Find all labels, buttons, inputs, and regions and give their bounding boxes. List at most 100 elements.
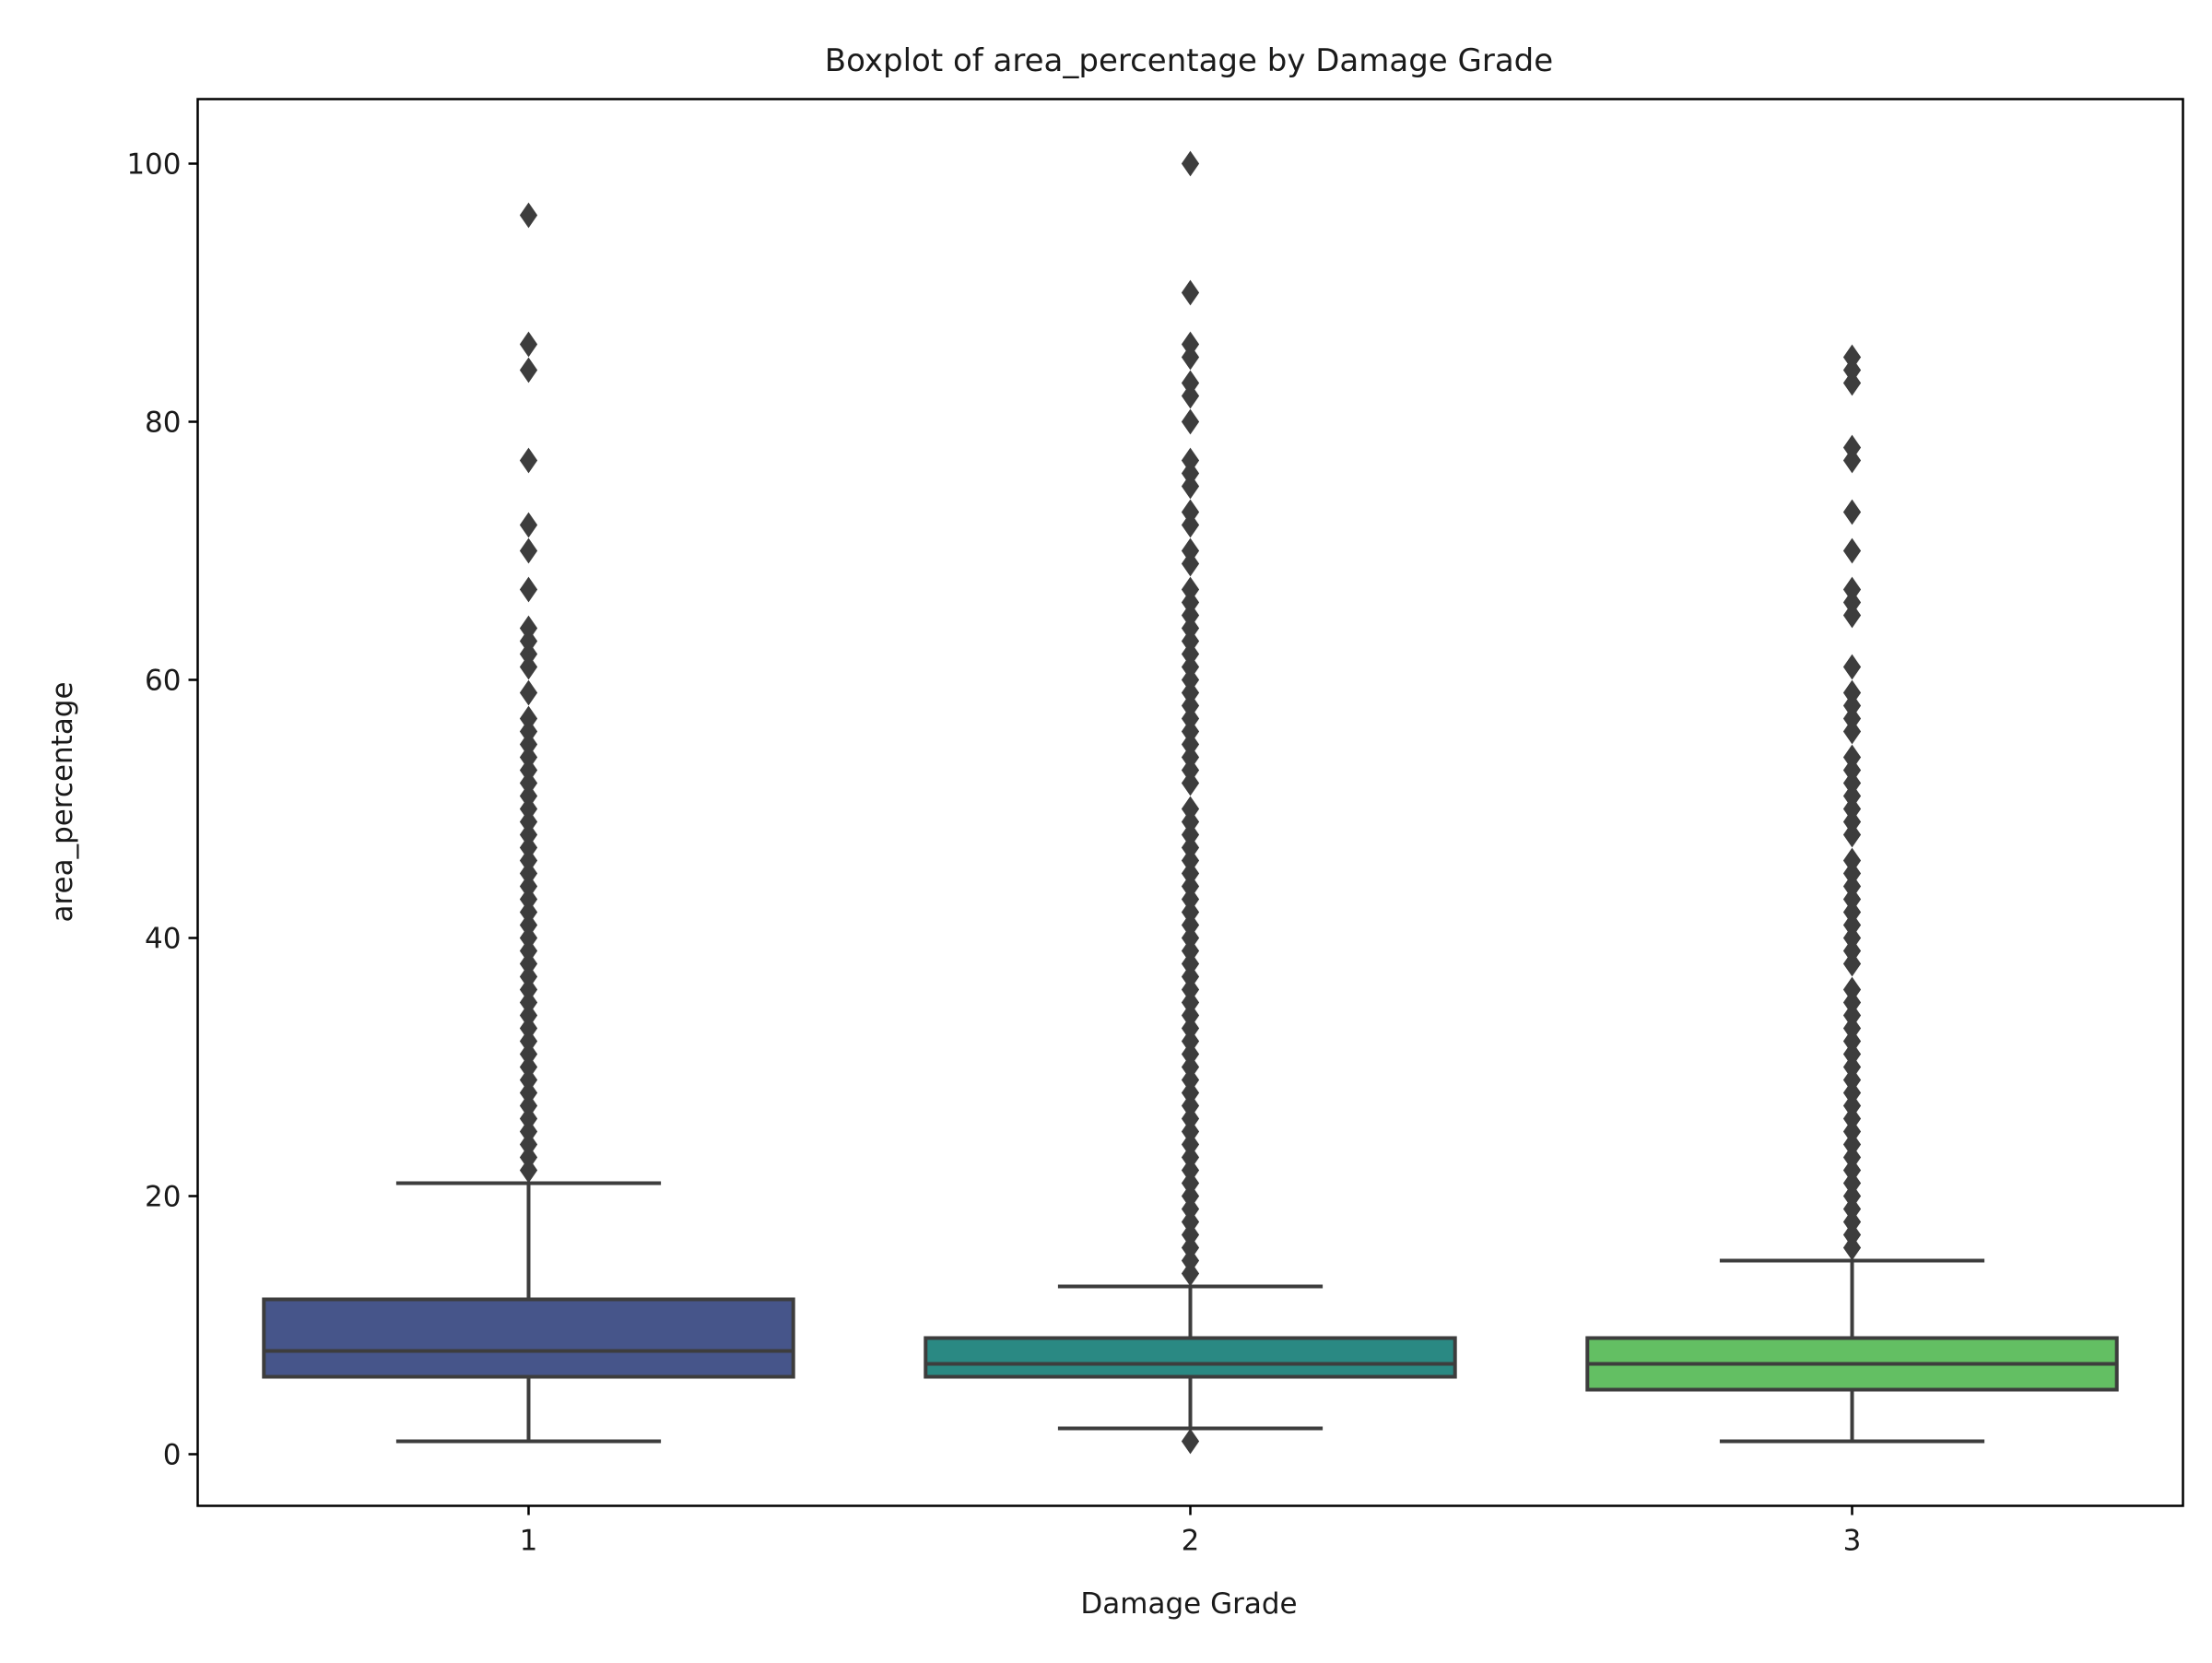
outlier-point <box>1181 1234 1200 1261</box>
outlier-point <box>1842 873 1862 900</box>
outlier-point <box>1842 989 1862 1016</box>
outlier-point <box>1842 796 1862 822</box>
outlier-point <box>519 950 538 977</box>
outlier-point <box>1842 1041 1862 1067</box>
outlier-point <box>1181 1131 1200 1158</box>
outlier-point <box>1181 1428 1200 1455</box>
outlier-point <box>1181 499 1200 525</box>
y-tick-label: 60 <box>145 665 181 698</box>
outlier-point <box>1181 537 1200 564</box>
outlier-point <box>1842 1118 1862 1145</box>
outlier-point <box>1181 602 1200 629</box>
outlier-point <box>519 860 538 887</box>
outlier-point <box>1181 899 1200 926</box>
outlier-point <box>519 770 538 796</box>
outlier-point <box>1181 383 1200 409</box>
outlier-point <box>1181 1054 1200 1080</box>
outlier-point <box>1181 1221 1200 1248</box>
outlier-point <box>1181 344 1200 371</box>
outlier-point <box>1181 576 1200 603</box>
outlier-point <box>1181 808 1200 835</box>
box-group-2 <box>924 150 1457 1455</box>
outlier-point <box>1842 602 1862 629</box>
outlier-point <box>1181 718 1200 745</box>
outlier-point <box>1181 1260 1200 1287</box>
outlier-point <box>1181 1041 1200 1067</box>
outlier-point <box>1842 1079 1862 1106</box>
outlier-point <box>1181 1015 1200 1042</box>
x-tick-label: 3 <box>1843 1525 1862 1558</box>
outlier-point <box>1842 499 1862 525</box>
outlier-point <box>1842 357 1862 383</box>
outlier-point <box>519 873 538 900</box>
outlier-point <box>1181 989 1200 1016</box>
y-tick-label: 40 <box>145 923 181 956</box>
outlier-point <box>1181 460 1200 487</box>
outlier-point <box>519 783 538 809</box>
outlier-point <box>1842 770 1862 796</box>
outlier-point <box>519 1105 538 1132</box>
outlier-point <box>1181 1092 1200 1119</box>
outlier-point <box>1842 1183 1862 1209</box>
outlier-point <box>1842 1105 1862 1132</box>
y-axis-label: area_percentage <box>46 681 79 922</box>
outlier-point <box>519 899 538 926</box>
outlier-point <box>1842 1054 1862 1080</box>
outlier-point <box>1181 834 1200 861</box>
outlier-point <box>1181 615 1200 642</box>
outlier-point <box>1181 679 1200 706</box>
outlier-point <box>519 963 538 990</box>
outlier-point <box>1842 899 1862 926</box>
outlier-point <box>1181 473 1200 500</box>
outlier-point <box>1181 757 1200 784</box>
outlier-point <box>519 1054 538 1080</box>
outlier-point <box>519 202 538 229</box>
outlier-point <box>1181 821 1200 848</box>
iqr-box <box>924 1336 1457 1379</box>
outlier-point <box>519 744 538 771</box>
outlier-point <box>519 654 538 680</box>
outlier-point <box>1842 950 1862 977</box>
outlier-point <box>519 847 538 874</box>
outlier-point <box>519 447 538 474</box>
outlier-point <box>1842 1131 1862 1158</box>
outlier-point <box>1181 925 1200 951</box>
outlier-point <box>1842 679 1862 706</box>
outlier-point <box>1181 1196 1200 1222</box>
outlier-point <box>519 1118 538 1145</box>
outlier-point <box>519 1079 538 1106</box>
outlier-point <box>1842 434 1862 461</box>
outlier-point <box>519 912 538 938</box>
outlier-point <box>519 705 538 732</box>
outlier-point <box>1181 1028 1200 1055</box>
axes: 0 20 40 60 80 100 1 2 3 <box>126 148 1861 1558</box>
outlier-point <box>1181 770 1200 796</box>
outlier-point <box>1842 912 1862 938</box>
outlier-point <box>519 1144 538 1171</box>
outlier-point <box>1181 589 1200 616</box>
outlier-point <box>519 1028 538 1055</box>
outlier-point <box>1181 873 1200 900</box>
outlier-point <box>519 834 538 861</box>
y-tick-label: 20 <box>145 1181 181 1214</box>
outlier-point <box>519 821 538 848</box>
outlier-point <box>1842 576 1862 603</box>
outlier-point <box>519 886 538 913</box>
outlier-point <box>1181 950 1200 977</box>
outlier-point <box>1842 744 1862 771</box>
outlier-point <box>1842 1144 1862 1171</box>
outlier-point <box>1842 1015 1862 1042</box>
outlier-point <box>1842 1028 1862 1055</box>
outlier-point <box>1181 1209 1200 1235</box>
outlier-point <box>519 331 538 358</box>
outlier-point <box>1842 370 1862 396</box>
outlier-point <box>519 1041 538 1067</box>
outlier-point <box>1181 1247 1200 1274</box>
outlier-point <box>519 938 538 964</box>
outlier-point <box>519 1131 538 1158</box>
outlier-point <box>1181 912 1200 938</box>
outlier-point <box>1181 331 1200 358</box>
outlier-point <box>1842 1170 1862 1197</box>
iqr-box <box>262 1297 795 1379</box>
